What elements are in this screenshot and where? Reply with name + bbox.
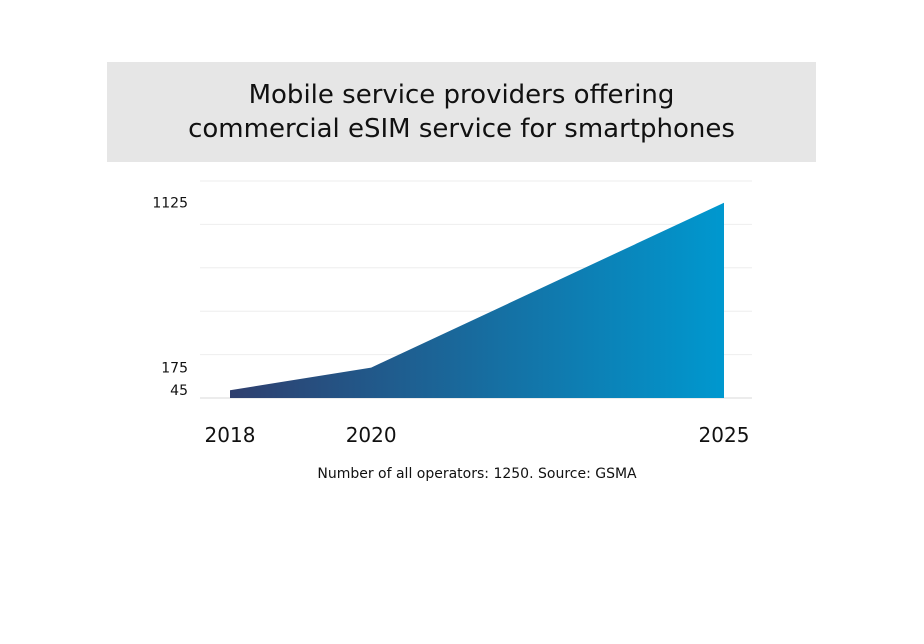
y-tick-label: 175 — [161, 361, 188, 377]
x-tick-label: 2020 — [346, 423, 397, 447]
y-tick-label: 1125 — [152, 196, 188, 212]
x-tick-label: 2018 — [205, 423, 256, 447]
chart-title-box: Mobile service providers offering commer… — [107, 62, 816, 162]
chart-title-line-2: commercial eSIM service for smartphones — [188, 114, 735, 144]
chart-title-line-1: Mobile service providers offering — [248, 80, 675, 110]
x-tick-label: 2025 — [699, 423, 750, 447]
chart-footnote: Number of all operators: 1250. Source: G… — [317, 466, 637, 482]
area-series — [230, 202, 724, 398]
x-axis-ticks: 2018 2020 2025 — [205, 423, 750, 447]
y-tick-label: 45 — [170, 383, 188, 399]
y-axis-ticks: 45 175 1125 — [152, 196, 188, 399]
